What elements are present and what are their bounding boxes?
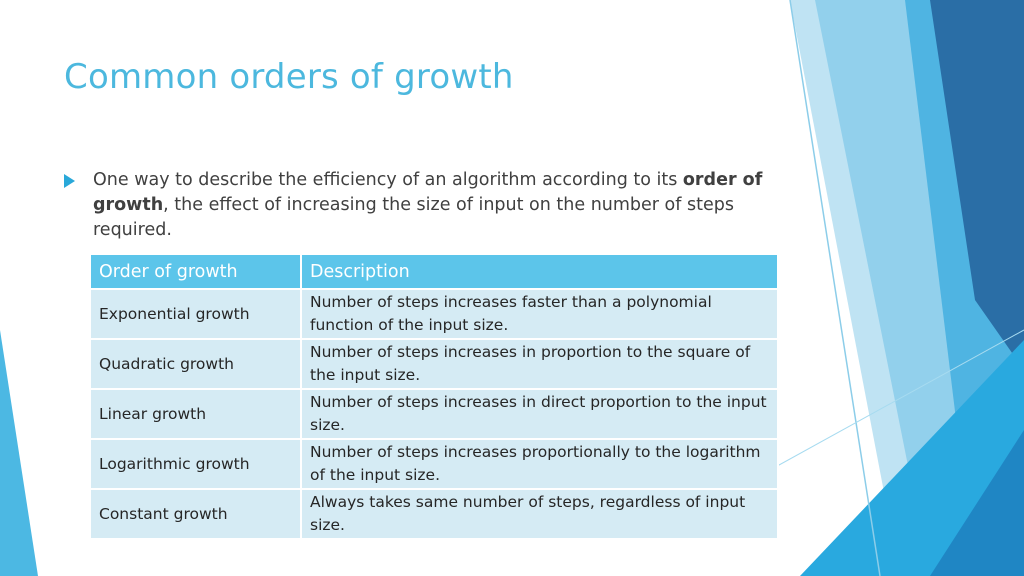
slide-title: Common orders of growth [64,57,514,97]
header-order-of-growth: Order of growth [89,253,302,290]
cell-description: Number of steps increases faster than a … [300,288,779,340]
header-description: Description [300,253,779,290]
bullet-arrow-icon [64,174,75,188]
cell-order: Linear growth [89,388,302,440]
cell-order: Quadratic growth [89,338,302,390]
growth-table: Order of growth Description Exponential … [89,253,779,540]
deco-shape-bottom-dark-triangle [930,430,1024,576]
cell-description: Number of steps increases in proportion … [300,338,779,390]
bullet-point: One way to describe the efficiency of an… [64,168,764,243]
table-row: Constant growth Always takes same number… [89,488,779,540]
cell-order: Constant growth [89,488,302,540]
cell-order: Exponential growth [89,288,302,340]
table-header-row: Order of growth Description [89,253,779,290]
deco-shape-dark-band [930,0,1024,370]
bullet-bold-term: order of growth [93,170,763,215]
deco-thin-line [789,0,881,576]
cell-description: Number of steps increases in direct prop… [300,388,779,440]
table-row: Quadratic growth Number of steps increas… [89,338,779,390]
deco-thin-line-2 [769,329,1024,471]
bullet-text-end: , the effect of increasing the size of i… [93,195,734,240]
table-row: Linear growth Number of steps increases … [89,388,779,440]
deco-left-sliver [0,330,38,576]
cell-description: Number of steps increases proportionally… [300,438,779,490]
bullet-text: One way to describe the efficiency of an… [93,168,764,243]
table-row: Exponential growth Number of steps incre… [89,288,779,340]
cell-order: Logarithmic growth [89,438,302,490]
table-row: Logarithmic growth Number of steps incre… [89,438,779,490]
bullet-text-start: One way to describe the efficiency of an… [93,170,683,190]
cell-description: Always takes same number of steps, regar… [300,488,779,540]
